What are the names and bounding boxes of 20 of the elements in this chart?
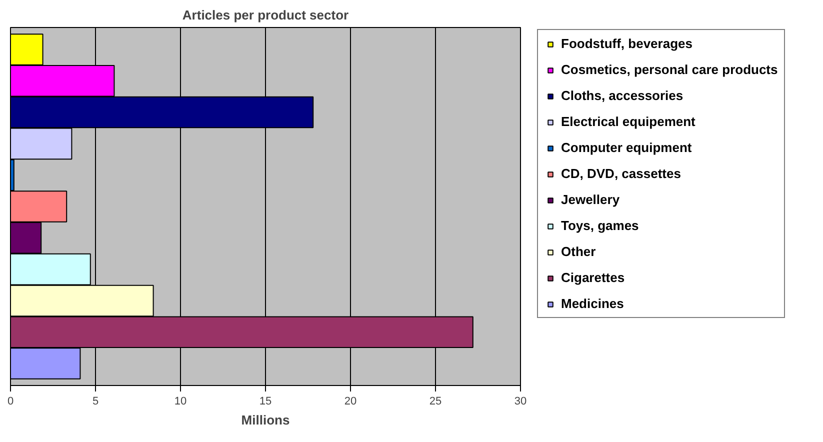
x-tick-label: 0 xyxy=(7,396,14,408)
chart-title: Articles per product sector xyxy=(182,8,349,22)
legend-label: Toys, games xyxy=(561,218,639,233)
x-tick-label: 10 xyxy=(174,396,187,408)
x-tick-label: 30 xyxy=(514,396,527,408)
x-tick-label: 5 xyxy=(92,396,99,408)
legend-label: Cosmetics, personal care products xyxy=(561,62,778,77)
x-tick-label: 20 xyxy=(344,396,357,408)
legend-label: Medicines xyxy=(561,296,624,311)
legend-label: Jewellery xyxy=(561,192,620,207)
legend-label: Other xyxy=(561,244,596,259)
legend-label: Electrical equipement xyxy=(561,114,696,129)
legend-label: Foodstuff, beverages xyxy=(561,36,692,51)
legend-label: Cigarettes xyxy=(561,270,625,285)
x-tick-label: 15 xyxy=(259,396,272,408)
legend-label: CD, DVD, cassettes xyxy=(561,166,681,181)
x-tick-label: 25 xyxy=(429,396,442,408)
legend-label: Cloths, accessories xyxy=(561,88,684,103)
x-axis-title: Millions xyxy=(241,412,290,428)
legend-label: Computer equipment xyxy=(561,140,692,155)
